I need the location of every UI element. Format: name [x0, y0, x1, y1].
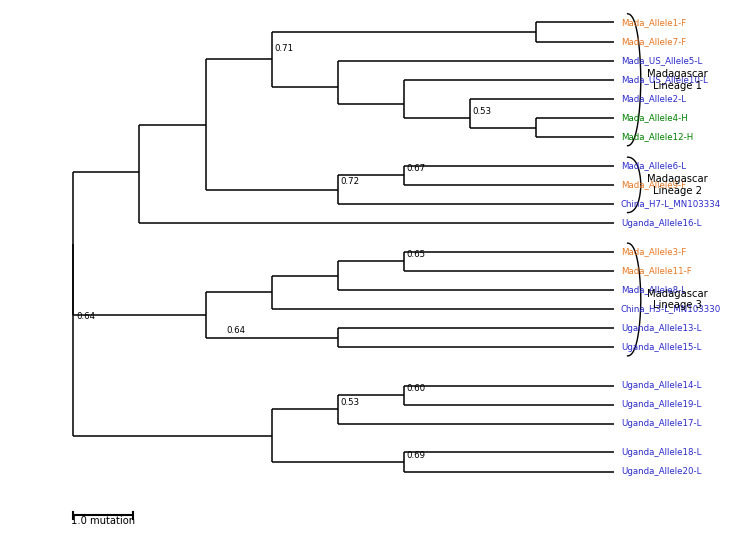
Text: Uganda_Allele16-L: Uganda_Allele16-L	[621, 219, 701, 228]
Text: Madagascar
Lineage 2: Madagascar Lineage 2	[646, 174, 707, 196]
Text: 0.72: 0.72	[340, 177, 360, 187]
Text: Uganda_Allele14-L: Uganda_Allele14-L	[621, 381, 701, 390]
Text: China_H7-L_MN103334: China_H7-L_MN103334	[621, 199, 722, 209]
Text: Uganda_Allele20-L: Uganda_Allele20-L	[621, 467, 701, 476]
Text: Mada_Allele7-F: Mada_Allele7-F	[621, 37, 686, 46]
Text: Mada_Allele1-F: Mada_Allele1-F	[621, 18, 686, 27]
Text: Mada_Allele6-L: Mada_Allele6-L	[621, 161, 686, 170]
Text: 0.64: 0.64	[76, 311, 95, 321]
Text: 0.53: 0.53	[340, 398, 360, 407]
Text: Mada_Allele12-H: Mada_Allele12-H	[621, 132, 693, 142]
Text: Mada_Allele8-L: Mada_Allele8-L	[621, 286, 686, 294]
Text: Uganda_Allele17-L: Uganda_Allele17-L	[621, 419, 701, 428]
Text: Mada_Allele3-F: Mada_Allele3-F	[621, 247, 686, 256]
Text: Mada_Allele4-H: Mada_Allele4-H	[621, 114, 688, 122]
Text: Mada_Allele2-L: Mada_Allele2-L	[621, 94, 686, 103]
Text: Mada_US_Allele5-L: Mada_US_Allele5-L	[621, 56, 702, 65]
Text: Madagascar
Lineage 1: Madagascar Lineage 1	[646, 69, 707, 91]
Text: 0.60: 0.60	[406, 384, 426, 393]
Text: 0.69: 0.69	[406, 451, 426, 460]
Text: Uganda_Allele15-L: Uganda_Allele15-L	[621, 343, 701, 352]
Text: Uganda_Allele18-L: Uganda_Allele18-L	[621, 448, 701, 457]
Text: China_H3-L_MN103330: China_H3-L_MN103330	[621, 304, 722, 314]
Text: 0.53: 0.53	[472, 107, 492, 116]
Text: 1.0 mutation: 1.0 mutation	[71, 516, 136, 526]
Text: Madagascar
Lineage 3: Madagascar Lineage 3	[646, 289, 707, 310]
Text: 0.64: 0.64	[226, 326, 246, 335]
Text: Mada_Allele9-F: Mada_Allele9-F	[621, 180, 686, 189]
Text: Mada_Allele11-F: Mada_Allele11-F	[621, 266, 692, 276]
Text: 0.65: 0.65	[406, 250, 426, 259]
Text: Uganda_Allele13-L: Uganda_Allele13-L	[621, 324, 701, 333]
Text: Uganda_Allele19-L: Uganda_Allele19-L	[621, 400, 701, 409]
Text: 0.71: 0.71	[274, 44, 294, 54]
Text: 0.67: 0.67	[406, 164, 426, 173]
Text: Mada_US_Allele10-L: Mada_US_Allele10-L	[621, 75, 708, 84]
